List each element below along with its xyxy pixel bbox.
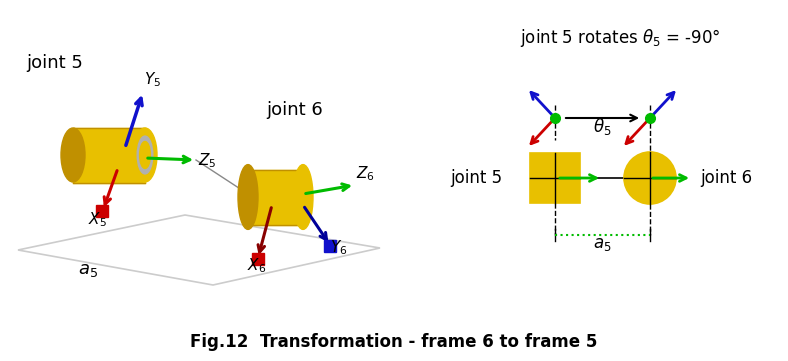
Text: $Z_6$: $Z_6$ [356, 164, 375, 183]
Text: joint 6: joint 6 [700, 169, 752, 187]
Ellipse shape [137, 136, 153, 174]
Ellipse shape [293, 165, 313, 229]
Bar [248, 170, 303, 225]
Text: $a_5$: $a_5$ [78, 261, 98, 279]
Text: $X_5$: $X_5$ [88, 210, 107, 229]
Circle shape [624, 152, 676, 204]
Ellipse shape [133, 128, 157, 182]
Text: $X_6$: $X_6$ [247, 256, 266, 275]
Bar [252, 253, 264, 265]
Text: $Z_5$: $Z_5$ [198, 151, 217, 170]
Text: joint 5: joint 5 [450, 169, 502, 187]
Text: $a_5$: $a_5$ [593, 235, 611, 253]
Text: $\theta_5$: $\theta_5$ [593, 116, 611, 137]
Text: $Y_5$: $Y_5$ [144, 70, 161, 89]
Text: Fig.12  Transformation - frame 6 to frame 5: Fig.12 Transformation - frame 6 to frame… [191, 333, 597, 351]
Bar [73, 128, 145, 183]
Text: joint 5 rotates $\theta_5$ = -90°: joint 5 rotates $\theta_5$ = -90° [519, 27, 720, 49]
Text: $Y_6$: $Y_6$ [330, 238, 348, 257]
Bar [530, 153, 580, 203]
Text: joint 6: joint 6 [266, 101, 323, 119]
Bar [96, 205, 108, 217]
Ellipse shape [238, 165, 258, 229]
Ellipse shape [61, 128, 85, 182]
Bar [324, 240, 336, 252]
Text: joint 5: joint 5 [27, 54, 84, 72]
Ellipse shape [139, 142, 151, 169]
